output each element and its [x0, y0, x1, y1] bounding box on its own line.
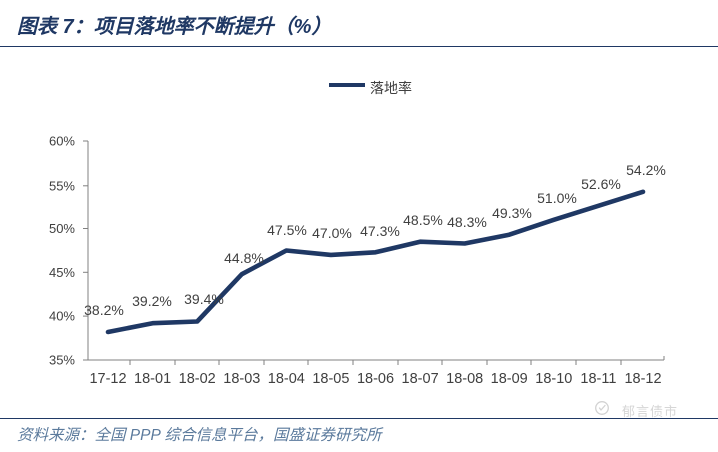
svg-text:35%: 35% — [49, 353, 75, 368]
svg-text:18-12: 18-12 — [624, 371, 661, 387]
svg-text:45%: 45% — [49, 265, 75, 280]
svg-text:18-05: 18-05 — [312, 371, 349, 387]
svg-text:38.2%: 38.2% — [84, 302, 124, 318]
svg-text:18-06: 18-06 — [357, 371, 394, 387]
svg-text:55%: 55% — [49, 178, 75, 193]
svg-text:40%: 40% — [49, 309, 75, 324]
svg-text:18-09: 18-09 — [491, 371, 528, 387]
svg-text:18-10: 18-10 — [535, 371, 572, 387]
svg-text:52.6%: 52.6% — [581, 176, 621, 192]
svg-text:18-03: 18-03 — [223, 371, 260, 387]
svg-text:18-11: 18-11 — [580, 371, 616, 387]
svg-text:47.5%: 47.5% — [267, 222, 307, 238]
svg-text:47.3%: 47.3% — [360, 223, 400, 239]
svg-text:39.2%: 39.2% — [132, 293, 172, 309]
svg-text:48.5%: 48.5% — [403, 212, 443, 228]
svg-text:48.3%: 48.3% — [447, 214, 487, 230]
svg-text:18-01: 18-01 — [134, 371, 171, 387]
svg-text:18-07: 18-07 — [402, 371, 439, 387]
svg-text:60%: 60% — [49, 134, 75, 149]
svg-text:18-02: 18-02 — [179, 371, 216, 387]
svg-text:54.2%: 54.2% — [626, 162, 666, 178]
svg-text:47.0%: 47.0% — [312, 225, 352, 241]
svg-text:44.8%: 44.8% — [224, 250, 264, 266]
svg-text:18-04: 18-04 — [268, 371, 305, 387]
svg-text:51.0%: 51.0% — [537, 190, 577, 206]
svg-text:39.4%: 39.4% — [184, 291, 224, 307]
svg-text:49.3%: 49.3% — [492, 205, 532, 221]
svg-text:50%: 50% — [49, 221, 75, 236]
svg-text:18-08: 18-08 — [446, 371, 483, 387]
svg-text:17-12: 17-12 — [89, 371, 126, 387]
